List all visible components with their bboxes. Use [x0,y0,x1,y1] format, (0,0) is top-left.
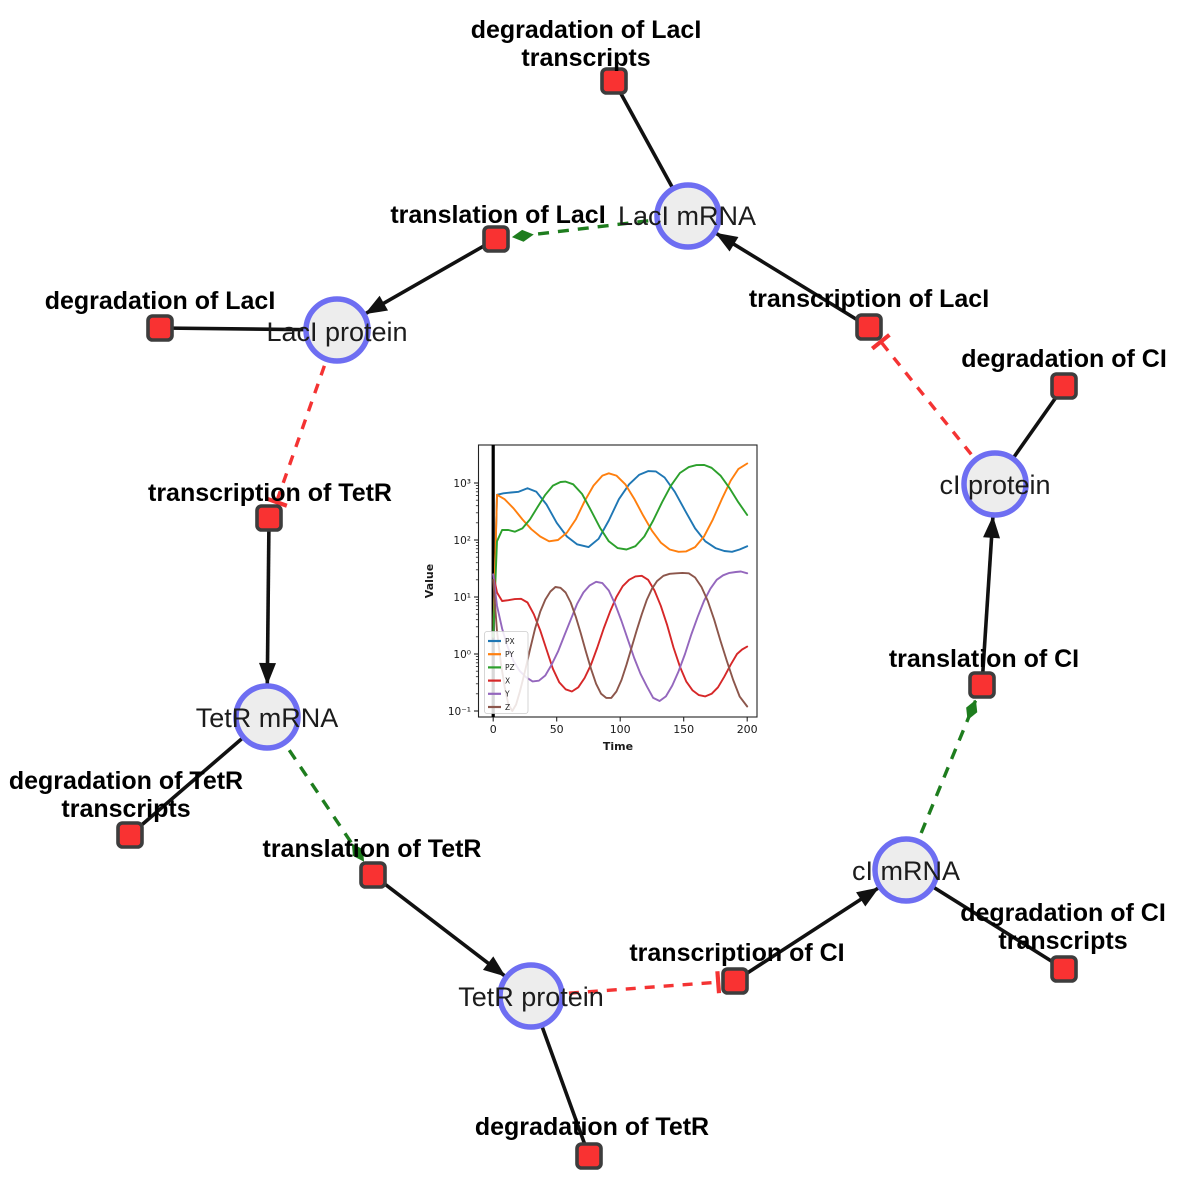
reaction-node-transcription-ci[interactable] [721,967,749,995]
legend-label-px: PX [505,637,515,646]
edge-translation-tetr-to-tetr-protein [371,873,506,978]
edge-transcription-ci-to-ci-mrna [734,886,880,983]
reactions-layer [116,67,1078,1170]
label-degradation-laci: degradation of LacI [45,287,276,315]
chart-curves [492,462,749,712]
reaction-node-degradation-tetr-transcripts[interactable] [116,821,144,849]
reaction-node-transcription-tetr[interactable] [255,504,283,532]
reaction-node-transcription-laci[interactable] [855,313,883,341]
series-line-y [492,570,749,702]
ytick-1e1: 10¹ [453,592,471,604]
label-deg-tetr-transcripts-1: degradation of TetR [9,767,243,795]
label-laci-protein: LacI protein [266,317,407,347]
legend-label-pz: PZ [505,663,515,672]
legend-label-z: Z [505,703,510,712]
legend-label-py: PY [505,650,514,659]
ytick-1e0: 10⁰ [453,649,471,661]
xtick-0: 0 [490,723,497,736]
edge-transcription-laci-to-laci-mrna [715,231,870,329]
label-transcription-ci: transcription of CI [629,939,844,967]
label-translation-tetr: translation of TetR [263,835,482,863]
label-degradation-ci: degradation of CI [961,345,1167,373]
species-node-laci-mrna[interactable] [654,182,722,250]
edge-transcription-tetr-to-tetr-mrna [259,517,277,685]
label-transcription-tetr: transcription of TetR [148,479,392,507]
xtick-100: 100 [610,723,631,736]
species-node-ci-mrna[interactable] [872,836,940,904]
label-deg-laci-transcripts-2: transcripts [521,44,650,72]
xtick-150: 150 [673,723,694,736]
legend-label-x: X [505,676,510,685]
x-axis-label: Time [603,740,633,753]
chart-major-ticks [474,482,748,722]
inset-chart: 0 50 100 150 200 10⁻¹ 10⁰ 10¹ 10² 10³ Ti… [423,444,758,753]
reaction-node-degradation-laci[interactable] [146,314,174,342]
y-axis-label: Value [423,564,436,598]
chart-minor-ticks [475,485,479,695]
label-deg-laci-transcripts-1: degradation of LacI [471,16,702,44]
edge-tetr-protein-inhibits-transcription-ci [530,971,722,998]
reaction-node-degradation-tetr[interactable] [575,1142,603,1170]
chart-legend: PX PY PZ X Y Z [484,631,529,714]
xtick-200: 200 [737,723,758,736]
ytick-1e2: 10² [453,535,471,547]
species-node-tetr-protein[interactable] [497,962,565,1030]
labels-layer: LacI mRNA LacI protein TetR mRNA TetR pr… [9,16,1167,1141]
reaction-node-degradation-ci[interactable] [1050,372,1078,400]
edge-translation-ci-to-ci-protein [980,515,1001,686]
species-layer [233,182,1029,1030]
label-laci-mrna: LacI mRNA [618,201,756,231]
legend-label-y: Y [504,690,510,699]
label-tetr-protein: TetR protein [458,982,604,1012]
reaction-node-degradation-ci-transcripts[interactable] [1050,955,1078,983]
reaction-node-translation-laci[interactable] [482,225,510,253]
reaction-node-degradation-laci-transcripts[interactable] [600,67,628,95]
label-deg-ci-transcripts-1: degradation of CI [960,899,1166,927]
reaction-node-translation-tetr[interactable] [359,861,387,889]
edge-translation-laci-to-laci-protein [364,237,497,316]
label-translation-laci: translation of LacI [390,201,605,229]
label-ci-protein: cI protein [939,470,1050,500]
species-node-ci-protein[interactable] [961,450,1029,518]
label-deg-ci-transcripts-2: transcripts [998,927,1127,955]
ytick-1e3: 10³ [453,478,471,490]
label-translation-ci: translation of CI [889,645,1079,673]
series-line-py [492,462,749,638]
series-line-pz [492,463,749,638]
series-line-x [492,573,749,698]
label-tetr-mrna: TetR mRNA [196,703,339,733]
species-node-tetr-mrna[interactable] [233,683,301,751]
label-deg-tetr-transcripts-2: transcripts [61,795,190,823]
xtick-50: 50 [550,723,564,736]
series-line-px [492,470,749,638]
label-degradation-tetr: degradation of TetR [475,1113,709,1141]
label-ci-mrna: cI mRNA [852,856,960,886]
reaction-node-translation-ci[interactable] [968,671,996,699]
label-transcription-laci: transcription of LacI [749,285,989,313]
species-node-laci-protein[interactable] [303,296,371,364]
ytick-1e-1: 10⁻¹ [448,706,471,718]
